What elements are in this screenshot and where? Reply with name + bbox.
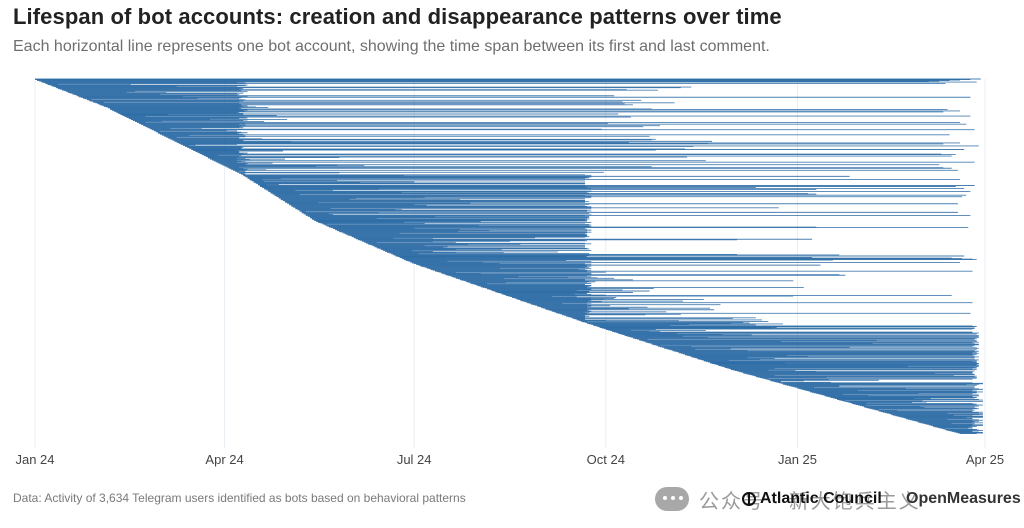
x-tick-label: Apr 24 [205, 452, 243, 467]
lifespan-chart: Jan 24 Apr 24 Jul 24 Oct 24 Jan 25 Apr 25 [15, 78, 1004, 467]
x-tick-label: Jul 24 [397, 452, 432, 467]
openmeasures-text: OpenMeasures [906, 490, 1021, 507]
data-source-note: Data: Activity of 3,634 Telegram users i… [13, 491, 466, 505]
account-lines [35, 78, 983, 434]
x-tick-label: Apr 25 [966, 452, 1004, 467]
chart-title: Lifespan of bot accounts: creation and d… [13, 4, 782, 29]
globe-icon [742, 492, 756, 506]
chart-subtitle: Each horizontal line represents one bot … [13, 38, 770, 55]
x-tick-label: Oct 24 [587, 452, 625, 467]
atlantic-council-logo: Atlantic Council [742, 485, 882, 513]
x-axis-ticks: Jan 24 Apr 24 Jul 24 Oct 24 Jan 25 Apr 25 [15, 452, 1004, 467]
x-tick-label: Jan 25 [778, 452, 817, 467]
wechat-icon [655, 487, 689, 511]
openmeasures-logo: OpenMeasures [906, 485, 1021, 513]
atlantic-council-text: Atlantic Council [760, 490, 882, 507]
x-tick-label: Jan 24 [15, 452, 54, 467]
